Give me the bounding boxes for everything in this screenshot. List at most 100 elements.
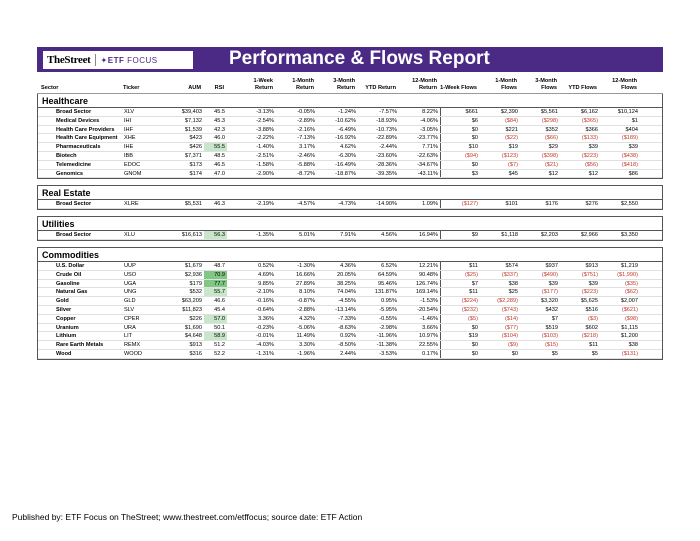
cell-1w-flows: $11 (440, 261, 480, 270)
cell-1w-flows: $10 (440, 143, 480, 151)
cell-1m-flows: $101 (505, 201, 518, 208)
footer-note: Published by: ETF Focus on TheStreet; ww… (12, 512, 363, 522)
cell-1m-flows: $0 (511, 350, 518, 357)
col-rsi: RSI (214, 84, 224, 91)
cell-3m-return: -1.24% (338, 109, 356, 115)
cell-12m-flows: $1,219 (620, 262, 638, 269)
cell-1w-flows: $9 (440, 231, 480, 239)
cell-aum: $4,648 (184, 333, 202, 340)
cell-rsi: 70.9 (204, 270, 227, 279)
cell-ytd-flows: $39 (588, 280, 598, 287)
cell-1w-flows: $0 (440, 125, 480, 134)
cell-ytd-return: 4.56% (381, 232, 397, 239)
cell-ytd-return: -7.57% (379, 109, 397, 115)
cell-1m-return: -2.16% (297, 126, 315, 133)
cell-12m-flows: $1,200 (620, 333, 638, 340)
cell-ticker: IHE (124, 144, 134, 151)
cell-1m-return: -5.06% (297, 324, 315, 331)
table-row: Telemedicine EDOC $173 46.5 -1.58% -5.88% -16.… (38, 160, 662, 170)
cell-ticker: XLRE (124, 201, 139, 208)
cell-rsi: 45.3 (214, 117, 225, 124)
cell-1w-flows: ($25) (440, 270, 480, 279)
cell-sector: Rare Earth Metals (56, 342, 104, 349)
cell-12m-flows: ($131) (621, 350, 638, 357)
cell-rsi: 56.3 (204, 231, 227, 239)
cell-aum: $1,679 (184, 262, 202, 269)
cell-12m-flows: $38 (628, 342, 638, 349)
cell-1m-flows: ($123) (501, 152, 518, 159)
cell-12m-flows: ($438) (621, 152, 638, 159)
cell-1w-flows: $3 (440, 169, 480, 178)
section-title: Healthcare (38, 94, 662, 108)
cell-rsi: 46.0 (214, 135, 225, 142)
cell-12m-return: 10.97% (419, 333, 438, 340)
cell-ticker: USO (124, 271, 137, 278)
cell-1m-flows: $38 (508, 280, 518, 287)
table-row: Gold GLD $63,209 46.6 -0.16% -0.87% -4.55% 0.95… (38, 297, 662, 306)
cell-3m-flows: $3,320 (540, 298, 558, 305)
cell-3m-return: -7.33% (338, 315, 356, 322)
cell-ytd-flows: $5 (591, 350, 598, 357)
table-row: Rare Earth Metals REMX $913 51.2 -4.03% 3.30%… (38, 341, 662, 350)
cell-ticker: EDOC (124, 161, 141, 168)
cell-12m-return: 16.94% (419, 232, 438, 239)
cell-ytd-return: 131.87% (374, 289, 397, 296)
cell-aum: $532 (189, 289, 202, 296)
cell-3m-return: 2.44% (340, 350, 356, 357)
cell-1m-flows: $2,390 (500, 109, 518, 115)
cell-1w-flows: $7 (440, 279, 480, 288)
cell-1m-return: 16.66% (296, 271, 315, 278)
section-title: Utilities (38, 217, 662, 232)
cell-3m-return: -16.92% (335, 135, 356, 142)
table-row: Pharmaceuticals IHE $426 55.5 -1.40% 3.17% 4.6… (38, 143, 662, 152)
cell-ytd-return: -11.96% (376, 333, 397, 340)
cell-12m-flows: $1 (631, 117, 638, 124)
cell-rsi: 45.4 (214, 306, 225, 313)
cell-1m-flows: ($22) (504, 135, 518, 142)
cell-sector: Genomics (56, 170, 84, 177)
cell-ytd-flows: ($365) (581, 117, 598, 124)
table-row: Broad Sector XLU $16,613 56.3 -1.35% 5.01% 7.9… (38, 231, 662, 240)
cell-1m-flows: ($77) (504, 324, 518, 331)
logo-divider (94, 54, 96, 66)
cell-1m-flows: ($14) (504, 315, 518, 322)
cell-ytd-flows: $6,162 (580, 109, 598, 115)
cell-aum: $1,539 (184, 126, 202, 133)
cell-3m-flows: ($66) (544, 135, 558, 142)
cell-12m-return: 12.21% (419, 262, 438, 269)
cell-sector: Broad Sector (56, 232, 92, 239)
section-title: Commodities (38, 248, 662, 262)
cell-1m-return: 3.17% (299, 144, 315, 151)
section-utilities: Utilities Broad Sector XLU $16,613 56.3 -1.35… (37, 216, 663, 241)
cell-ytd-flows: $39 (588, 144, 598, 151)
table-row: Silver SLV $11,823 45.4 -0.64% -2.88% -13.14% -… (38, 305, 662, 315)
column-header-row: Sector Ticker AUM RSI 1-Week Return 1-Mo… (37, 72, 663, 94)
cell-12m-return: 169.14% (415, 289, 438, 296)
cell-1m-flows: ($9) (508, 342, 518, 349)
section-commodities: Commodities U.S. Dollar UUP $1,679 48.7 0.52%… (37, 246, 663, 360)
cell-12m-return: -43.11% (417, 170, 438, 177)
cell-sector: Biotech (56, 152, 77, 159)
cell-1m-return: -2.46% (297, 152, 315, 159)
cell-ytd-flows: ($3) (588, 315, 598, 322)
cell-1w-return: -2.90% (256, 170, 274, 177)
cell-12m-flows: $86 (628, 170, 638, 177)
cell-sector: Gold (56, 298, 69, 305)
cell-12m-return: -1.53% (420, 298, 438, 305)
brand-logo: TheStreet ✦ETF FOCUS (43, 51, 193, 69)
cell-1m-flows: ($743) (501, 306, 518, 313)
cell-ytd-flows: $602 (585, 324, 598, 331)
cell-ytd-return: -14.90% (376, 201, 397, 208)
cell-1m-flows: ($84) (504, 117, 518, 124)
report: TheStreet ✦ETF FOCUS Performance & Flows… (37, 47, 663, 360)
col-1m-return: 1-Month Return (292, 78, 314, 91)
cell-1w-return: -2.10% (256, 289, 274, 296)
cell-sector: Broad Sector (56, 201, 92, 208)
cell-ytd-flows: ($133) (581, 135, 598, 142)
cell-3m-flows: $2,203 (540, 232, 558, 239)
cell-1w-flows: $6 (440, 116, 480, 125)
cell-1w-flows: $0 (440, 160, 480, 169)
cell-ytd-flows: $913 (585, 262, 598, 269)
etf-focus-logo: ✦ETF FOCUS (100, 55, 158, 65)
cell-1m-return: -7.13% (297, 135, 315, 142)
